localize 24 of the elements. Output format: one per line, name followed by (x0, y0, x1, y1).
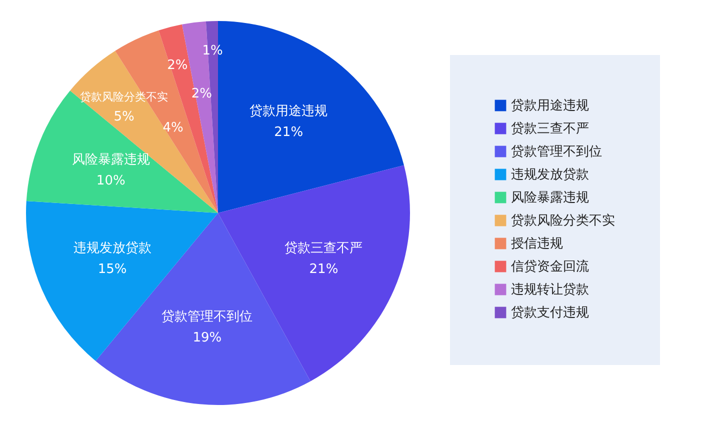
data-label: 5% (114, 109, 134, 124)
legend-label: 违规转让贷款 (511, 282, 589, 298)
data-label: 4% (162, 120, 184, 136)
data-label: 19% (192, 330, 222, 346)
slice-label: 贷款风险分类不实 (80, 90, 168, 104)
slice-label: 风险暴露违规 (72, 152, 150, 168)
legend-label: 授信违规 (511, 236, 563, 252)
legend-label: 贷款三查不严 (511, 122, 589, 136)
legend-label: 信贷资金回流 (511, 258, 589, 274)
slice-label: 贷款管理不到位 (162, 310, 253, 325)
data-label: 15% (98, 262, 127, 277)
legend-label: 贷款支付违规 (511, 306, 589, 320)
slice-label: 违规发放贷款 (73, 240, 152, 256)
legend-label: 违规发放贷款 (511, 168, 589, 182)
legend-label: 风险暴露违规 (511, 190, 589, 206)
legend-label: 贷款风险分类不实 (511, 214, 615, 228)
data-label: 21% (309, 262, 338, 277)
data-label: 21% (274, 124, 304, 140)
data-label: 10% (96, 174, 126, 189)
slice-label: 贷款三查不严 (284, 240, 363, 256)
slice-label: 贷款用途违规 (250, 104, 328, 119)
legend-label: 贷款管理不到位 (511, 144, 602, 160)
legend-label: 贷款用途违规 (511, 98, 589, 114)
data-label: 2% (167, 58, 188, 73)
